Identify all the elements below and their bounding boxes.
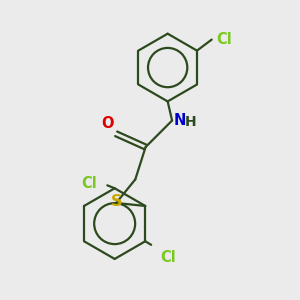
Text: Cl: Cl <box>160 250 176 265</box>
Text: Cl: Cl <box>81 176 97 191</box>
Text: Cl: Cl <box>216 32 232 47</box>
Text: N: N <box>174 113 186 128</box>
Text: H: H <box>184 115 196 129</box>
Text: O: O <box>101 116 114 131</box>
Text: S: S <box>110 194 122 209</box>
